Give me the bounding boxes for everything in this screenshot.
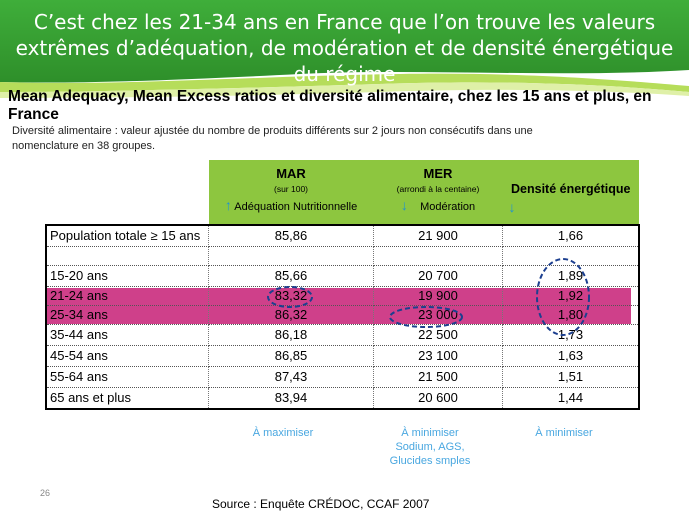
row-label: 55-64 ans xyxy=(45,366,209,388)
cell-mar: 87,43 xyxy=(208,366,374,388)
footer-mer: À minimiser Sodium, AGS, Glucides smples xyxy=(370,426,490,468)
footer-mar: À maximiser xyxy=(252,427,314,439)
cell-den: 1,44 xyxy=(502,387,640,410)
cell-mar: 86,32 xyxy=(208,305,374,325)
footer-mer-line3: Glucides smples xyxy=(389,455,471,467)
arrow-down-icon: ↓ xyxy=(508,199,516,215)
den-title: Densité énergétique xyxy=(511,182,631,196)
banner-background xyxy=(0,0,689,98)
cell-mer: 19 900 xyxy=(373,286,503,306)
arrow-up-icon: ↑ xyxy=(224,197,232,213)
cell-den: 1,80 xyxy=(502,305,640,325)
arrow-down-icon: ↓ xyxy=(400,197,408,213)
table-row: 15-20 ans 85,66 20 700 1,89 xyxy=(45,265,640,287)
table-row-total: Population totale ≥ 15 ans 85,86 21 900 … xyxy=(45,224,640,247)
cell-mar: 83,94 xyxy=(208,387,374,410)
cell-mer: 23 000 xyxy=(373,305,503,325)
cell-mer: 21 900 xyxy=(373,224,503,247)
mar-title: MAR xyxy=(276,166,306,181)
cell-mer: 20 600 xyxy=(373,387,503,410)
row-label: 15-20 ans xyxy=(45,265,209,287)
cell-den: 1,51 xyxy=(502,366,640,388)
row-label: 65 ans et plus xyxy=(45,387,209,410)
row-label: 35-44 ans xyxy=(45,324,209,346)
table-row: 65 ans et plus 83,94 20 600 1,44 xyxy=(45,387,640,410)
cell-mer: 23 100 xyxy=(373,345,503,367)
cell-mer: 20 700 xyxy=(373,265,503,287)
row-label: Population totale ≥ 15 ans xyxy=(45,224,209,247)
header-mer: MER (arrondi à la centaine) ↓ Modération xyxy=(373,160,503,226)
mer-sub: (arrondi à la centaine) xyxy=(396,184,480,194)
diversity-note: Diversité alimentaire : valeur ajustée d… xyxy=(12,125,533,152)
footer-mer-line2: Sodium, AGS, xyxy=(395,441,465,453)
cell-den: 1,73 xyxy=(502,324,640,346)
table-row-highlighted: 25-34 ans 86,32 23 000 1,80 xyxy=(45,305,640,325)
slide-title: C’est chez les 21-34 ans en France que l… xyxy=(15,10,674,86)
table-header-row: MAR (sur 100) ↑ Adéquation Nutritionnell… xyxy=(46,160,640,226)
cell-den: 1,66 xyxy=(502,224,640,247)
results-table: MAR (sur 100) ↑ Adéquation Nutritionnell… xyxy=(45,160,640,410)
mar-desc-wrap: ↑ Adéquation Nutritionnelle xyxy=(209,197,374,213)
table-row: 55-64 ans 87,43 21 500 1,51 xyxy=(45,366,640,388)
cell-mar: 86,18 xyxy=(208,324,374,346)
header-den: Densité énergétique ↓ xyxy=(502,160,640,226)
cell-mer: 21 500 xyxy=(373,366,503,388)
spacer-cell xyxy=(502,246,640,266)
cell-mar: 86,85 xyxy=(208,345,374,367)
mar-sub: (sur 100) xyxy=(273,184,308,194)
cell-den: 1,89 xyxy=(502,265,640,287)
table-row: 35-44 ans 86,18 22 500 1,73 xyxy=(45,324,640,346)
table-row: 45-54 ans 86,85 23 100 1,63 xyxy=(45,345,640,367)
header-mar: MAR (sur 100) ↑ Adéquation Nutritionnell… xyxy=(208,160,374,226)
den-arrow-wrap: ↓ xyxy=(503,199,640,215)
source-caption: Source : Enquête CRÉDOC, CCAF 2007 xyxy=(212,497,430,511)
mer-desc: Modération xyxy=(420,201,476,213)
footer-mer-line1: À minimiser xyxy=(401,427,459,439)
slide-subtitle: Mean Adequacy, Mean Excess ratios et div… xyxy=(8,88,652,123)
footer-den: À minimiser xyxy=(535,427,593,439)
spacer-cell xyxy=(373,246,503,266)
cell-mar: 83,32 xyxy=(208,286,374,306)
header-empty-cell xyxy=(46,160,209,226)
spacer-cell xyxy=(45,246,209,266)
table-row-highlighted: 21-24 ans 83,32 19 900 1,92 xyxy=(45,286,640,306)
cell-mar: 85,66 xyxy=(208,265,374,287)
table-row-spacer xyxy=(45,246,640,266)
title-banner xyxy=(0,0,689,100)
row-label: 25-34 ans xyxy=(45,305,209,325)
row-label: 21-24 ans xyxy=(45,286,209,306)
cell-mer: 22 500 xyxy=(373,324,503,346)
cell-den: 1,92 xyxy=(502,286,640,306)
mar-desc: Adéquation Nutritionnelle xyxy=(234,201,358,213)
spacer-cell xyxy=(208,246,374,266)
mer-title: MER xyxy=(423,166,453,181)
page-number: 26 xyxy=(40,488,51,498)
cell-mar: 85,86 xyxy=(208,224,374,247)
row-label: 45-54 ans xyxy=(45,345,209,367)
cell-den: 1,63 xyxy=(502,345,640,367)
mer-desc-wrap: ↓ Modération xyxy=(374,197,503,213)
